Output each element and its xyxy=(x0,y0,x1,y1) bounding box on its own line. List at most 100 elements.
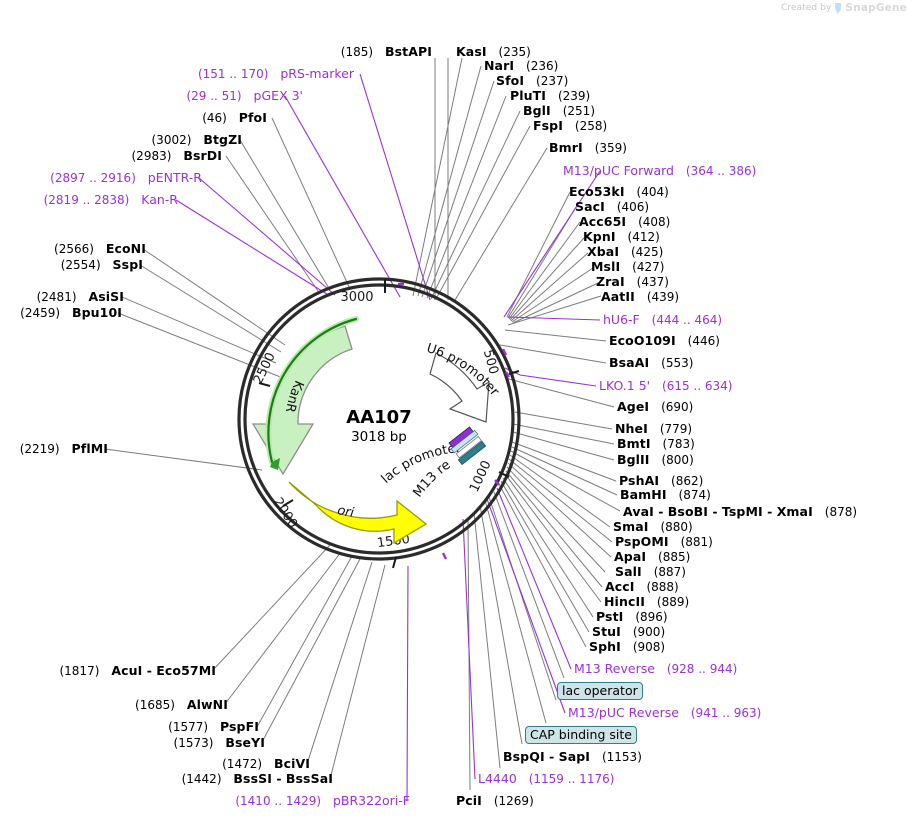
enzyme-label-pfoi[interactable]: (46) PfoI xyxy=(202,111,267,125)
enzyme-label-acc65i[interactable]: Acc65I (408) xyxy=(579,215,670,229)
enzyme-label-apai[interactable]: ApaI (885) xyxy=(614,550,690,564)
enzyme-name: PshAI xyxy=(619,473,660,488)
enzyme-name: SalI xyxy=(615,564,642,579)
enzyme-label-bmti[interactable]: BmtI (783) xyxy=(617,437,695,451)
enzyme-label-sfoi[interactable]: SfoI (237) xyxy=(496,74,568,88)
enzyme-label-xbai[interactable]: XbaI (425) xyxy=(587,245,663,259)
primer-kan-r xyxy=(265,316,359,470)
enzyme-name: Eco53kI xyxy=(569,184,625,199)
enzyme-label-zrai[interactable]: ZraI (437) xyxy=(596,275,669,289)
plasmid-backbone-inner xyxy=(243,283,515,555)
primer-label-pentr-r[interactable]: (2897 .. 2916) pENTR-R xyxy=(50,171,202,185)
cut-position: (3002) xyxy=(151,133,192,147)
primer-label-l4440[interactable]: L4440 (1159 .. 1176) xyxy=(478,772,614,786)
enzyme-name: BmrI xyxy=(549,140,583,155)
primer-label-m13puc-rev[interactable]: M13/pUC Reverse (941 .. 963) xyxy=(568,706,761,720)
enzyme-name: SacI xyxy=(575,199,605,214)
primer-range: (29 .. 51) xyxy=(186,89,242,103)
enzyme-name: AccI xyxy=(605,579,635,594)
enzyme-label-bsssi[interactable]: (1442) BssSI - BssSaI xyxy=(182,772,333,786)
enzyme-label-sphi[interactable]: SphI (908) xyxy=(589,640,665,654)
enzyme-name: SapI xyxy=(558,749,591,764)
primer-label-m13-reverse[interactable]: M13 Reverse (928 .. 944) xyxy=(574,662,737,676)
plasmid-name: AA107 xyxy=(346,407,411,428)
enzyme-label-bcivi[interactable]: (1472) BciVI xyxy=(222,757,310,771)
feature-label-lac-operator[interactable]: lac operator xyxy=(557,682,643,700)
enzyme-name: KasI xyxy=(456,44,487,59)
primer-label-m13puc-fwd[interactable]: M13/pUC Forward (364 .. 386) xyxy=(563,164,756,178)
primer-range: (615 .. 634) xyxy=(662,379,733,393)
enzyme-label-bpu10i[interactable]: (2459) Bpu10I xyxy=(20,306,122,320)
enzyme-name: BamHI xyxy=(620,487,667,502)
enzyme-label-ecoo109i[interactable]: EcoO109I (446) xyxy=(609,334,720,348)
enzyme-name: BssSI xyxy=(233,771,272,786)
enzyme-label-bseyi[interactable]: (1573) BseYI xyxy=(174,736,265,750)
cut-position: (1817) xyxy=(59,664,100,678)
feature-label-cap-binding[interactable]: CAP binding site xyxy=(525,726,637,744)
enzyme-label-nhei[interactable]: NheI (779) xyxy=(615,422,692,436)
enzyme-label-btgzi[interactable]: (3002) BtgZI xyxy=(152,133,243,147)
enzyme-name: SmaI xyxy=(613,519,649,534)
enzyme-label-nari[interactable]: NarI (236) xyxy=(484,59,558,73)
primer-label-pgex3[interactable]: (29 .. 51) pGEX 3' xyxy=(186,89,303,103)
enzyme-label-sali[interactable]: SalI (887) xyxy=(615,565,686,579)
primer-name: M13/pUC Reverse xyxy=(568,705,679,720)
primer-label-hu6-f[interactable]: hU6-F (444 .. 464) xyxy=(603,313,722,327)
enzyme-label-bstapi[interactable]: (185) BstAPI xyxy=(341,45,432,59)
enzyme-label-agei[interactable]: AgeI (690) xyxy=(617,400,693,414)
enzyme-label-hincii[interactable]: HincII (889) xyxy=(604,595,689,609)
enzyme-separator: - xyxy=(708,504,722,519)
enzyme-label-alwni[interactable]: (1685) AlwNI xyxy=(135,698,228,712)
enzyme-label-aatii[interactable]: AatII (439) xyxy=(601,290,679,304)
cut-position: (779) xyxy=(659,422,693,436)
enzyme-label-econi[interactable]: (2566) EcoNI xyxy=(54,242,146,256)
enzyme-label-bspqi[interactable]: BspQI - SapI (1153) xyxy=(503,750,642,764)
cut-position: (1269) xyxy=(493,794,534,808)
enzyme-label-psti[interactable]: PstI (896) xyxy=(596,610,668,624)
primer-label-prs-marker[interactable]: (151 .. 170) pRS-marker xyxy=(198,67,354,81)
enzyme-label-pshai[interactable]: PshAI (862) xyxy=(619,474,703,488)
enzyme-label-pflmi[interactable]: (2219) PflMI xyxy=(20,442,108,456)
cut-position: (258) xyxy=(574,119,608,133)
enzyme-label-avai[interactable]: AvaI - BsoBI - TspMI - XmaI (878) xyxy=(623,505,857,519)
primer-label-pbr322ori-f[interactable]: (1410 .. 1429) pBR322ori-F xyxy=(235,794,410,808)
cut-position: (1442) xyxy=(181,772,222,786)
enzyme-label-bglii[interactable]: BglII (800) xyxy=(617,453,694,467)
enzyme-label-saci[interactable]: SacI (406) xyxy=(575,200,649,214)
enzyme-name: AlwNI xyxy=(186,697,228,712)
enzyme-label-bsrdi[interactable]: (2983) BsrDI xyxy=(132,149,223,163)
enzyme-label-fspi[interactable]: FspI (258) xyxy=(533,119,607,133)
cut-position: (412) xyxy=(627,230,660,244)
enzyme-label-bgli[interactable]: BglI (251) xyxy=(523,104,595,118)
enzyme-label-pspomi[interactable]: PspOMI (881) xyxy=(615,535,713,549)
enzyme-label-asisi[interactable]: (2481) AsiSI xyxy=(37,290,124,304)
enzyme-name: MslI xyxy=(591,259,621,274)
primer-label-lko1-5[interactable]: LKO.1 5' (615 .. 634) xyxy=(599,379,732,393)
cut-position: (2219) xyxy=(19,442,60,456)
enzyme-label-bmri[interactable]: BmrI (359) xyxy=(549,141,627,155)
enzyme-label-acui[interactable]: (1817) AcuI - Eco57MI xyxy=(59,664,216,678)
cut-position: (2554) xyxy=(60,258,101,272)
enzyme-label-pluti[interactable]: PluTI (239) xyxy=(510,89,590,103)
enzyme-name: PciI xyxy=(456,793,482,808)
primer-label-kan-r[interactable]: (2819 .. 2838) Kan-R xyxy=(44,193,178,207)
enzyme-label-kpni[interactable]: KpnI (412) xyxy=(583,230,660,244)
snapgene-watermark: Created by SnapGene xyxy=(781,2,907,14)
enzyme-label-pspfi[interactable]: (1577) PspFI xyxy=(168,720,259,734)
enzyme-label-eco53ki[interactable]: Eco53kI (404) xyxy=(569,185,669,199)
enzyme-name: AgeI xyxy=(617,399,650,414)
enzyme-name: EcoNI xyxy=(105,241,146,256)
enzyme-label-msli[interactable]: MslI (427) xyxy=(591,260,664,274)
enzyme-label-pcii[interactable]: PciI (1269) xyxy=(456,794,534,808)
enzyme-name: BsrDI xyxy=(183,148,222,163)
enzyme-label-acci[interactable]: AccI (888) xyxy=(605,580,679,594)
enzyme-label-bamhi[interactable]: BamHI (874) xyxy=(620,488,711,502)
enzyme-name: BciVI xyxy=(273,756,310,771)
enzyme-label-stui[interactable]: StuI (900) xyxy=(592,625,665,639)
enzyme-label-kasi[interactable]: KasI (235) xyxy=(456,45,531,59)
enzyme-label-smai[interactable]: SmaI (880) xyxy=(613,520,693,534)
enzyme-label-bsaai[interactable]: BsaAI (553) xyxy=(609,356,693,370)
svg-text:3000: 3000 xyxy=(340,290,373,305)
enzyme-label-sspi[interactable]: (2554) SspI xyxy=(61,258,143,272)
enzyme-name: SspI xyxy=(112,257,143,272)
